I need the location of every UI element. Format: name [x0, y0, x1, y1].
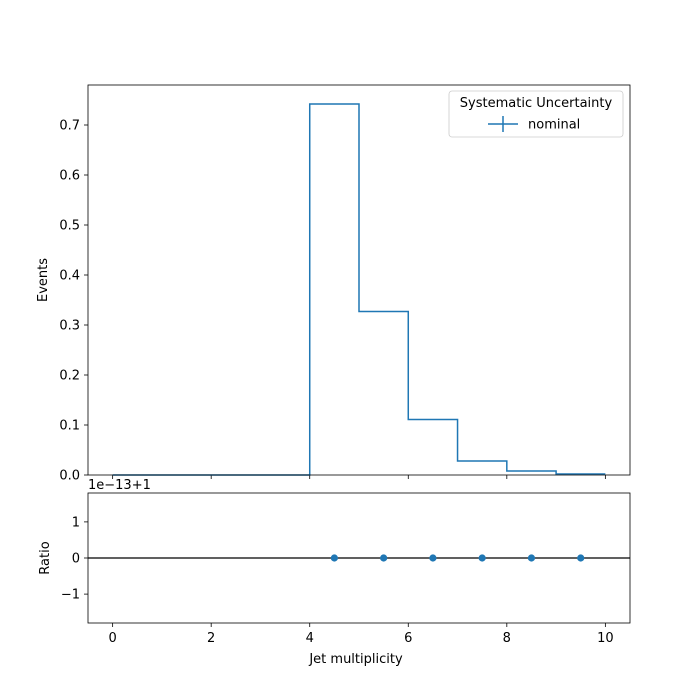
main-y-ticks: 0.0 0.1 0.2 0.3 0.4 0.5 0.6 0.7	[59, 119, 88, 484]
ratio-y-tick-label: 1	[72, 515, 80, 530]
ratio-x-tick-label: 6	[404, 631, 412, 646]
main-y-tick-label: 0.1	[59, 419, 80, 434]
ratio-y-ticks: 1 0 −1	[61, 515, 88, 603]
legend: Systematic Uncertainty nominal	[448, 90, 624, 138]
ratio-plot-panel: 10−1 0 2 4 6 8 10 1e−13+1 Ratio Jet multiplic…	[38, 478, 631, 667]
main-plot-panel: 0.0 0.1 0.2 0.3 0.4 0.5 0.6 0.7 Events Systemat…	[36, 84, 631, 484]
ratio-x-tick-label: 10	[597, 631, 614, 646]
ratio-point	[380, 554, 388, 562]
main-y-tick-label: 0.5	[59, 219, 80, 234]
ratio-point	[478, 554, 486, 562]
ratio-x-tick-label: 8	[503, 631, 511, 646]
main-y-axis-label: Events	[36, 258, 51, 302]
main-y-tick-label: 0.7	[59, 119, 80, 134]
ratio-y-axis-label: Ratio	[38, 541, 53, 574]
main-y-tick-label: 0.6	[59, 169, 80, 184]
ratio-y-tick-label: 0	[72, 552, 80, 567]
main-y-tick-label: 0.2	[59, 369, 80, 384]
ratio-x-tick-label: 4	[306, 631, 314, 646]
main-y-tick-label: 0.4	[59, 269, 80, 284]
legend-box	[448, 90, 624, 138]
x-axis-label: Jet multiplicity	[308, 652, 403, 667]
ratio-point	[527, 554, 536, 562]
ratio-x-ticks: 0 2 4 6 8 10	[108, 623, 614, 646]
ratio-points	[330, 554, 585, 562]
ratio-point	[577, 554, 585, 562]
ratio-x-tick-label: 2	[207, 631, 215, 646]
main-y-tick-label: 0.3	[59, 319, 80, 334]
ratio-offset-text: 1e−13+1	[88, 478, 151, 493]
ratio-point	[429, 554, 437, 562]
main-y-tick-label: 0.0	[59, 469, 80, 484]
ratio-x-tick-label: 0	[108, 631, 116, 646]
main-plot-frame	[87, 84, 631, 476]
ratio-plot-frame	[87, 492, 631, 624]
ratio-y-tick-label: −1	[61, 588, 80, 603]
legend-title: Systematic Uncertainty	[460, 96, 613, 111]
legend-entry-nominal: nominal	[528, 118, 580, 133]
ratio-point	[330, 554, 338, 562]
